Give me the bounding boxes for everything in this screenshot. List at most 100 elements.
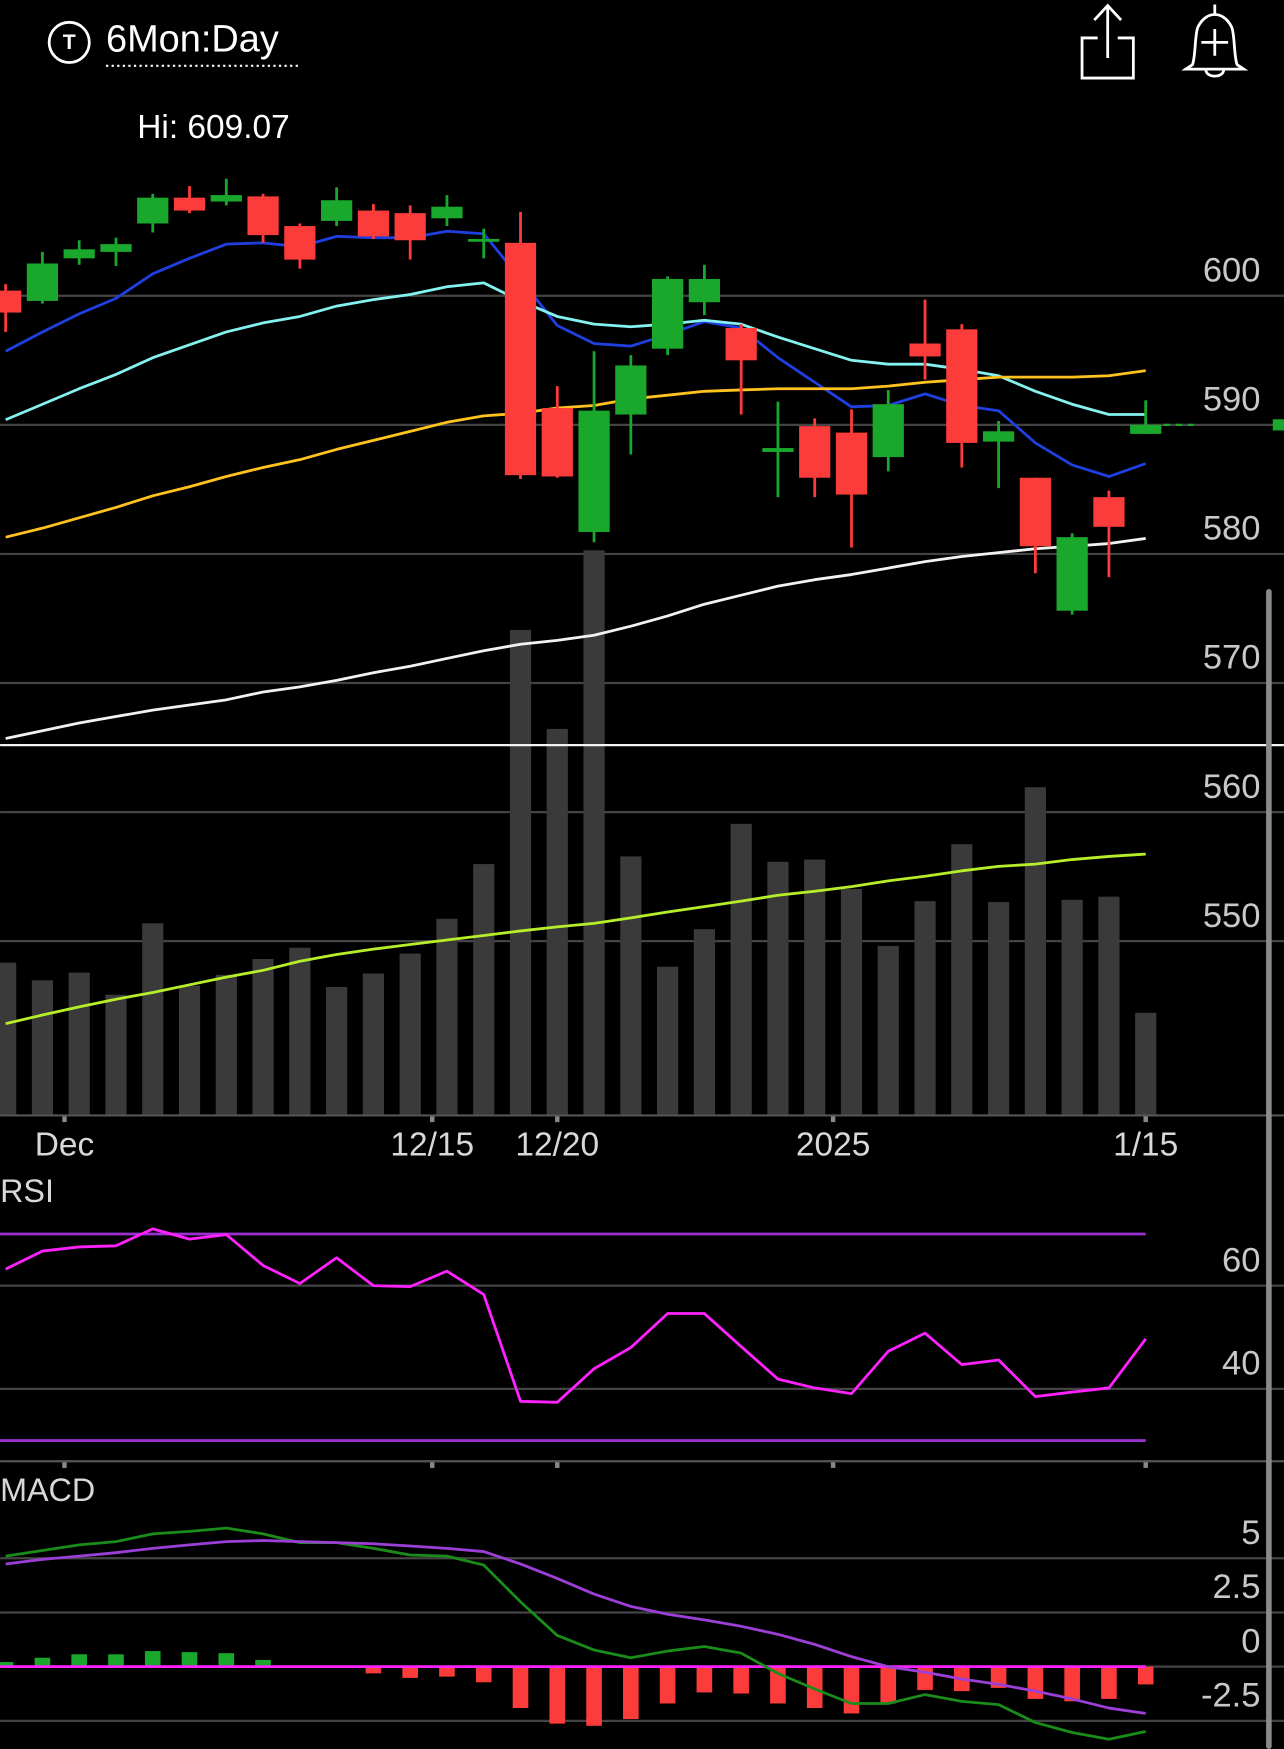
alert-button[interactable] <box>1181 4 1249 78</box>
volume-bar <box>914 901 936 1116</box>
candle-body <box>725 328 757 361</box>
volume-bar <box>1098 896 1120 1116</box>
histogram-bar <box>34 1657 51 1667</box>
histogram-bar <box>623 1666 639 1720</box>
volume-bar <box>546 728 568 1116</box>
y-tick-label: 0 <box>1241 1622 1260 1660</box>
candle-body <box>100 244 132 252</box>
volume-bar <box>473 864 495 1116</box>
histogram-bar <box>549 1666 566 1724</box>
candle-body <box>394 213 426 241</box>
volume-bar <box>252 959 274 1116</box>
share-button[interactable] <box>1080 3 1135 80</box>
candle-body <box>946 329 978 443</box>
y-tick-label: 600 <box>1203 251 1261 289</box>
volume-bar <box>68 972 90 1116</box>
volume-bar <box>215 974 237 1116</box>
volume-bar <box>105 994 127 1116</box>
volume-bar <box>583 550 605 1116</box>
candle-body <box>541 408 573 477</box>
volume-bar <box>1135 1012 1157 1116</box>
rsi-title: RSI <box>0 1173 54 1209</box>
candle-body <box>284 226 316 260</box>
y-tick-label: 2.5 <box>1212 1568 1260 1606</box>
histogram-bar <box>1137 1666 1154 1685</box>
volume-bar <box>436 918 458 1116</box>
candle-body <box>468 238 500 242</box>
candle-body <box>762 448 794 452</box>
volume-bar <box>620 856 642 1116</box>
timeframe-icon[interactable] <box>47 20 91 64</box>
bell <box>1181 4 1249 71</box>
y-tick-label: -2.5 <box>1201 1677 1261 1715</box>
volume-bar <box>657 966 679 1116</box>
histogram-bar <box>255 1659 271 1667</box>
timeframe-icon-label: T <box>63 31 76 54</box>
high-annotation: Hi: 609.07 <box>137 109 290 146</box>
histogram-bar <box>843 1666 860 1714</box>
x-tick-label: 12/15 <box>390 1127 474 1164</box>
volume-bar <box>399 953 421 1116</box>
histogram-bar <box>181 1652 198 1667</box>
volume-bar <box>693 929 715 1116</box>
candle-body <box>63 249 95 259</box>
candle-body <box>835 432 868 495</box>
histogram-bar <box>71 1654 88 1667</box>
candle-body <box>0 290 22 313</box>
bell-plus <box>1201 29 1229 56</box>
y-tick-label: 560 <box>1203 768 1261 806</box>
scrollbar[interactable] <box>1266 588 1272 1749</box>
candle-body <box>1019 477 1051 547</box>
candle-body <box>26 263 59 301</box>
volume-bar <box>804 859 826 1116</box>
histogram-bar <box>1101 1666 1117 1699</box>
y-tick-label: 60 <box>1222 1241 1260 1279</box>
x-tick-label: Dec <box>35 1127 94 1164</box>
histogram-bar <box>512 1666 529 1709</box>
volume-bar <box>0 962 17 1116</box>
timeframe-title[interactable]: 6Mon:Day <box>106 18 279 60</box>
rsi-line <box>5 1227 1147 1404</box>
histogram-bar <box>439 1666 455 1677</box>
x-tick-label: 1/15 <box>1113 1127 1178 1164</box>
candle-body <box>1093 497 1125 527</box>
bell-clapper <box>1204 69 1226 78</box>
histogram-bar <box>806 1666 823 1709</box>
macd-line <box>5 1539 1146 1715</box>
candle-body <box>210 195 242 202</box>
volume-bar <box>31 980 54 1116</box>
y-tick-label: 550 <box>1203 897 1261 935</box>
volume-bar <box>987 902 1010 1116</box>
histogram-bar <box>586 1666 602 1726</box>
candle-body <box>982 431 1015 442</box>
candle-body <box>651 278 684 349</box>
volume-bar <box>730 823 752 1116</box>
histogram-bar <box>733 1666 749 1694</box>
candle-body <box>799 426 831 478</box>
candle-body <box>247 196 279 236</box>
x-tick-label: 2025 <box>796 1127 870 1164</box>
candle-body <box>321 200 353 221</box>
y-tick-label: 5 <box>1241 1514 1260 1552</box>
volume-bar <box>142 923 164 1116</box>
candle-body <box>504 242 537 476</box>
candle-body <box>688 278 721 303</box>
y-tick-label: 570 <box>1203 639 1261 677</box>
histogram-bar <box>1064 1666 1080 1702</box>
y-tick-label: 580 <box>1203 510 1261 548</box>
histogram-bar <box>402 1666 418 1678</box>
candle-body <box>137 197 169 224</box>
candle-body <box>1056 537 1088 611</box>
volume-bar <box>509 629 532 1116</box>
volume-bar <box>877 945 899 1116</box>
volume-average <box>5 852 1146 1025</box>
share-box <box>1080 36 1135 80</box>
volume-bar <box>362 973 385 1116</box>
histogram-bar <box>144 1651 161 1667</box>
histogram-bar <box>475 1666 492 1683</box>
last-price-marker <box>1272 419 1284 431</box>
